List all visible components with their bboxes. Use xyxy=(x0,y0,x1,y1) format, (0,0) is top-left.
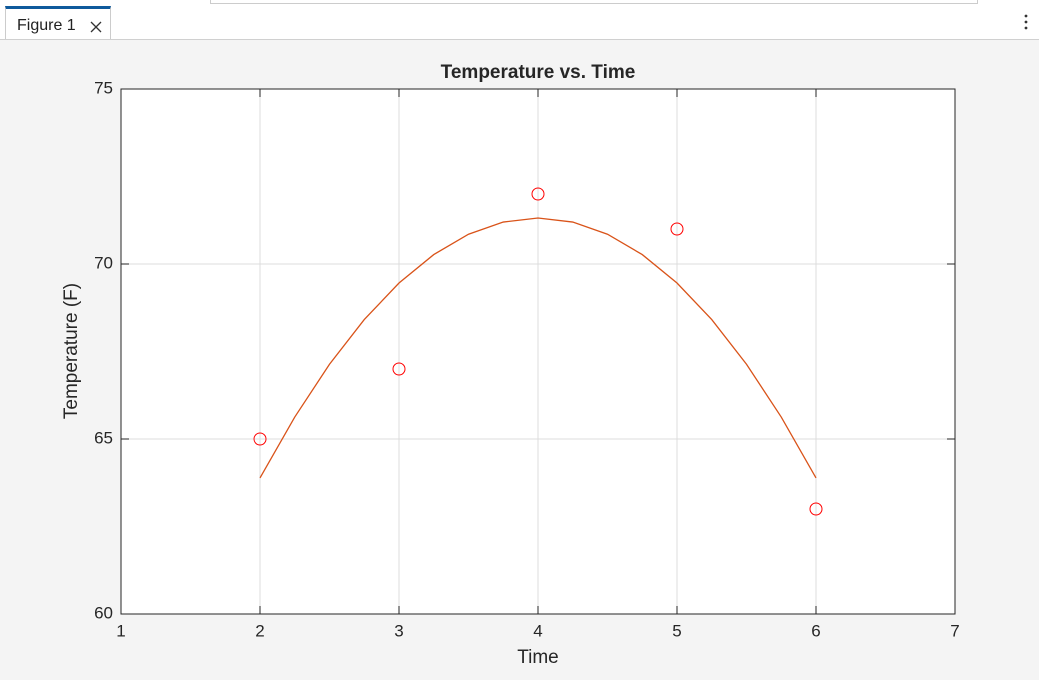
chart-title: Temperature vs. Time xyxy=(441,62,636,83)
data-point xyxy=(253,432,267,446)
data-point xyxy=(809,502,823,516)
y-tick-label: 75 xyxy=(94,78,113,97)
tab-bar: Figure 1 xyxy=(0,0,1039,40)
data-point xyxy=(670,222,684,236)
figure-tab[interactable]: Figure 1 xyxy=(5,6,111,39)
chart: Temperature vs. Time Time Temperature (F… xyxy=(61,62,960,668)
x-tick-label: 5 xyxy=(672,621,681,640)
toolbar-edge xyxy=(210,0,978,4)
y-axis-label: Temperature (F) xyxy=(61,283,82,419)
tab-label: Figure 1 xyxy=(17,17,76,34)
close-icon[interactable] xyxy=(90,21,102,33)
x-tick-label: 6 xyxy=(811,621,820,640)
menu-icon[interactable] xyxy=(1022,14,1030,32)
y-tick-label: 65 xyxy=(94,428,113,447)
fit-line xyxy=(259,217,817,479)
y-tick-label: 60 xyxy=(94,603,113,622)
x-tick-label: 1 xyxy=(116,621,125,640)
data-point xyxy=(392,362,406,376)
axes-box xyxy=(120,88,956,615)
x-tick-label: 7 xyxy=(950,621,959,640)
x-tick-label: 2 xyxy=(255,621,264,640)
x-axis-label: Time xyxy=(517,647,559,668)
y-tick-label: 70 xyxy=(94,253,113,272)
x-tick-label: 3 xyxy=(394,621,403,640)
x-tick-label: 4 xyxy=(533,621,542,640)
data-point xyxy=(531,187,545,201)
